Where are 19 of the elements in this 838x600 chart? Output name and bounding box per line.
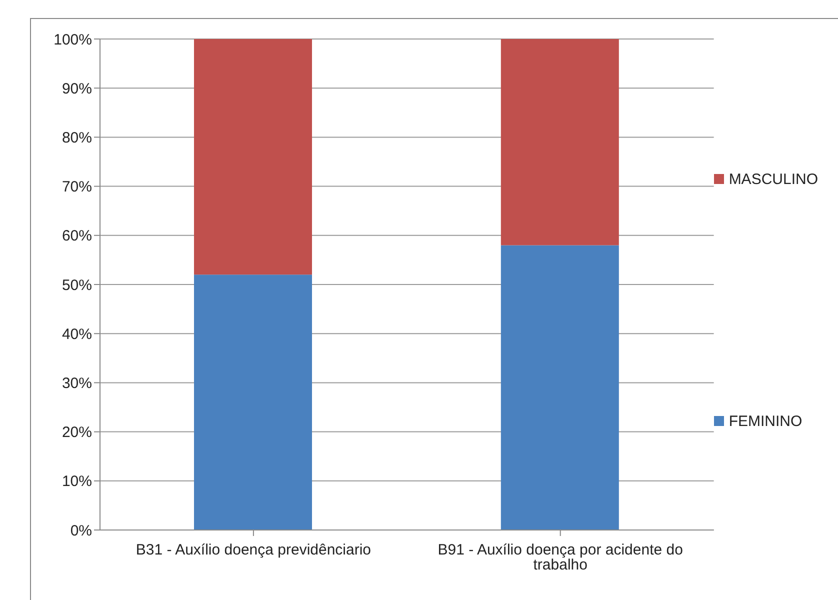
y-tick-label: 30% xyxy=(62,375,92,392)
legend-label: MASCULINO xyxy=(728,170,818,188)
bar xyxy=(500,245,619,530)
y-tick-label: 90% xyxy=(62,80,92,98)
y-tick-label: 20% xyxy=(62,424,92,442)
legend-label: FEMININO xyxy=(728,412,802,430)
y-tick-label: 40% xyxy=(62,326,92,343)
bar xyxy=(194,274,312,530)
y-tick-label: 10% xyxy=(62,473,92,490)
x-tick-label: B91 - Auxílio doença por acidente do trabalho xyxy=(438,542,683,574)
bar xyxy=(194,39,312,275)
y-tick-label: 70% xyxy=(62,178,92,196)
y-tick-label: 80% xyxy=(62,130,92,147)
y-tick-label: 0% xyxy=(70,522,92,540)
x-tick-label: B31 - Auxílio doença previdênciario xyxy=(136,542,372,559)
y-tick-label: 50% xyxy=(62,276,92,294)
bar xyxy=(500,39,619,246)
y-tick-label: 100% xyxy=(54,31,92,48)
y-tick-label: 60% xyxy=(62,228,92,245)
